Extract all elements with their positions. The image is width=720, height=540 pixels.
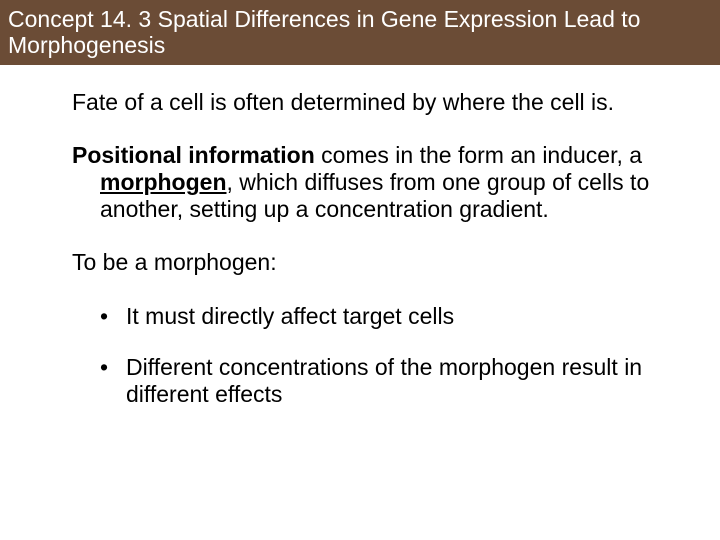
slide: { "header": { "title": "Concept 14. 3 Sp… (0, 0, 720, 540)
term-morphogen: morphogen (100, 169, 227, 195)
list-item-text: It must directly affect target cells (126, 303, 454, 329)
paragraph-fate: Fate of a cell is often determined by wh… (72, 89, 660, 116)
text-frag-1: comes in the form an inducer, a (315, 142, 642, 168)
bullet-list: •It must directly affect target cells •D… (72, 303, 660, 408)
concept-title: Concept 14. 3 Spatial Differences in Gen… (8, 6, 712, 59)
list-item: •It must directly affect target cells (100, 303, 660, 330)
bullet-icon: • (100, 303, 126, 330)
concept-header-bar: Concept 14. 3 Spatial Differences in Gen… (0, 0, 720, 65)
paragraph-to-be-morphogen: To be a morphogen: (72, 249, 660, 276)
bullet-icon: • (100, 354, 126, 381)
slide-body: Fate of a cell is often determined by wh… (0, 65, 720, 408)
paragraph-positional-info: Positional information comes in the form… (72, 142, 660, 223)
list-item-text: Different concentrations of the morphoge… (126, 354, 642, 407)
list-item: •Different concentrations of the morphog… (100, 354, 660, 408)
term-positional-information: Positional information (72, 142, 315, 168)
